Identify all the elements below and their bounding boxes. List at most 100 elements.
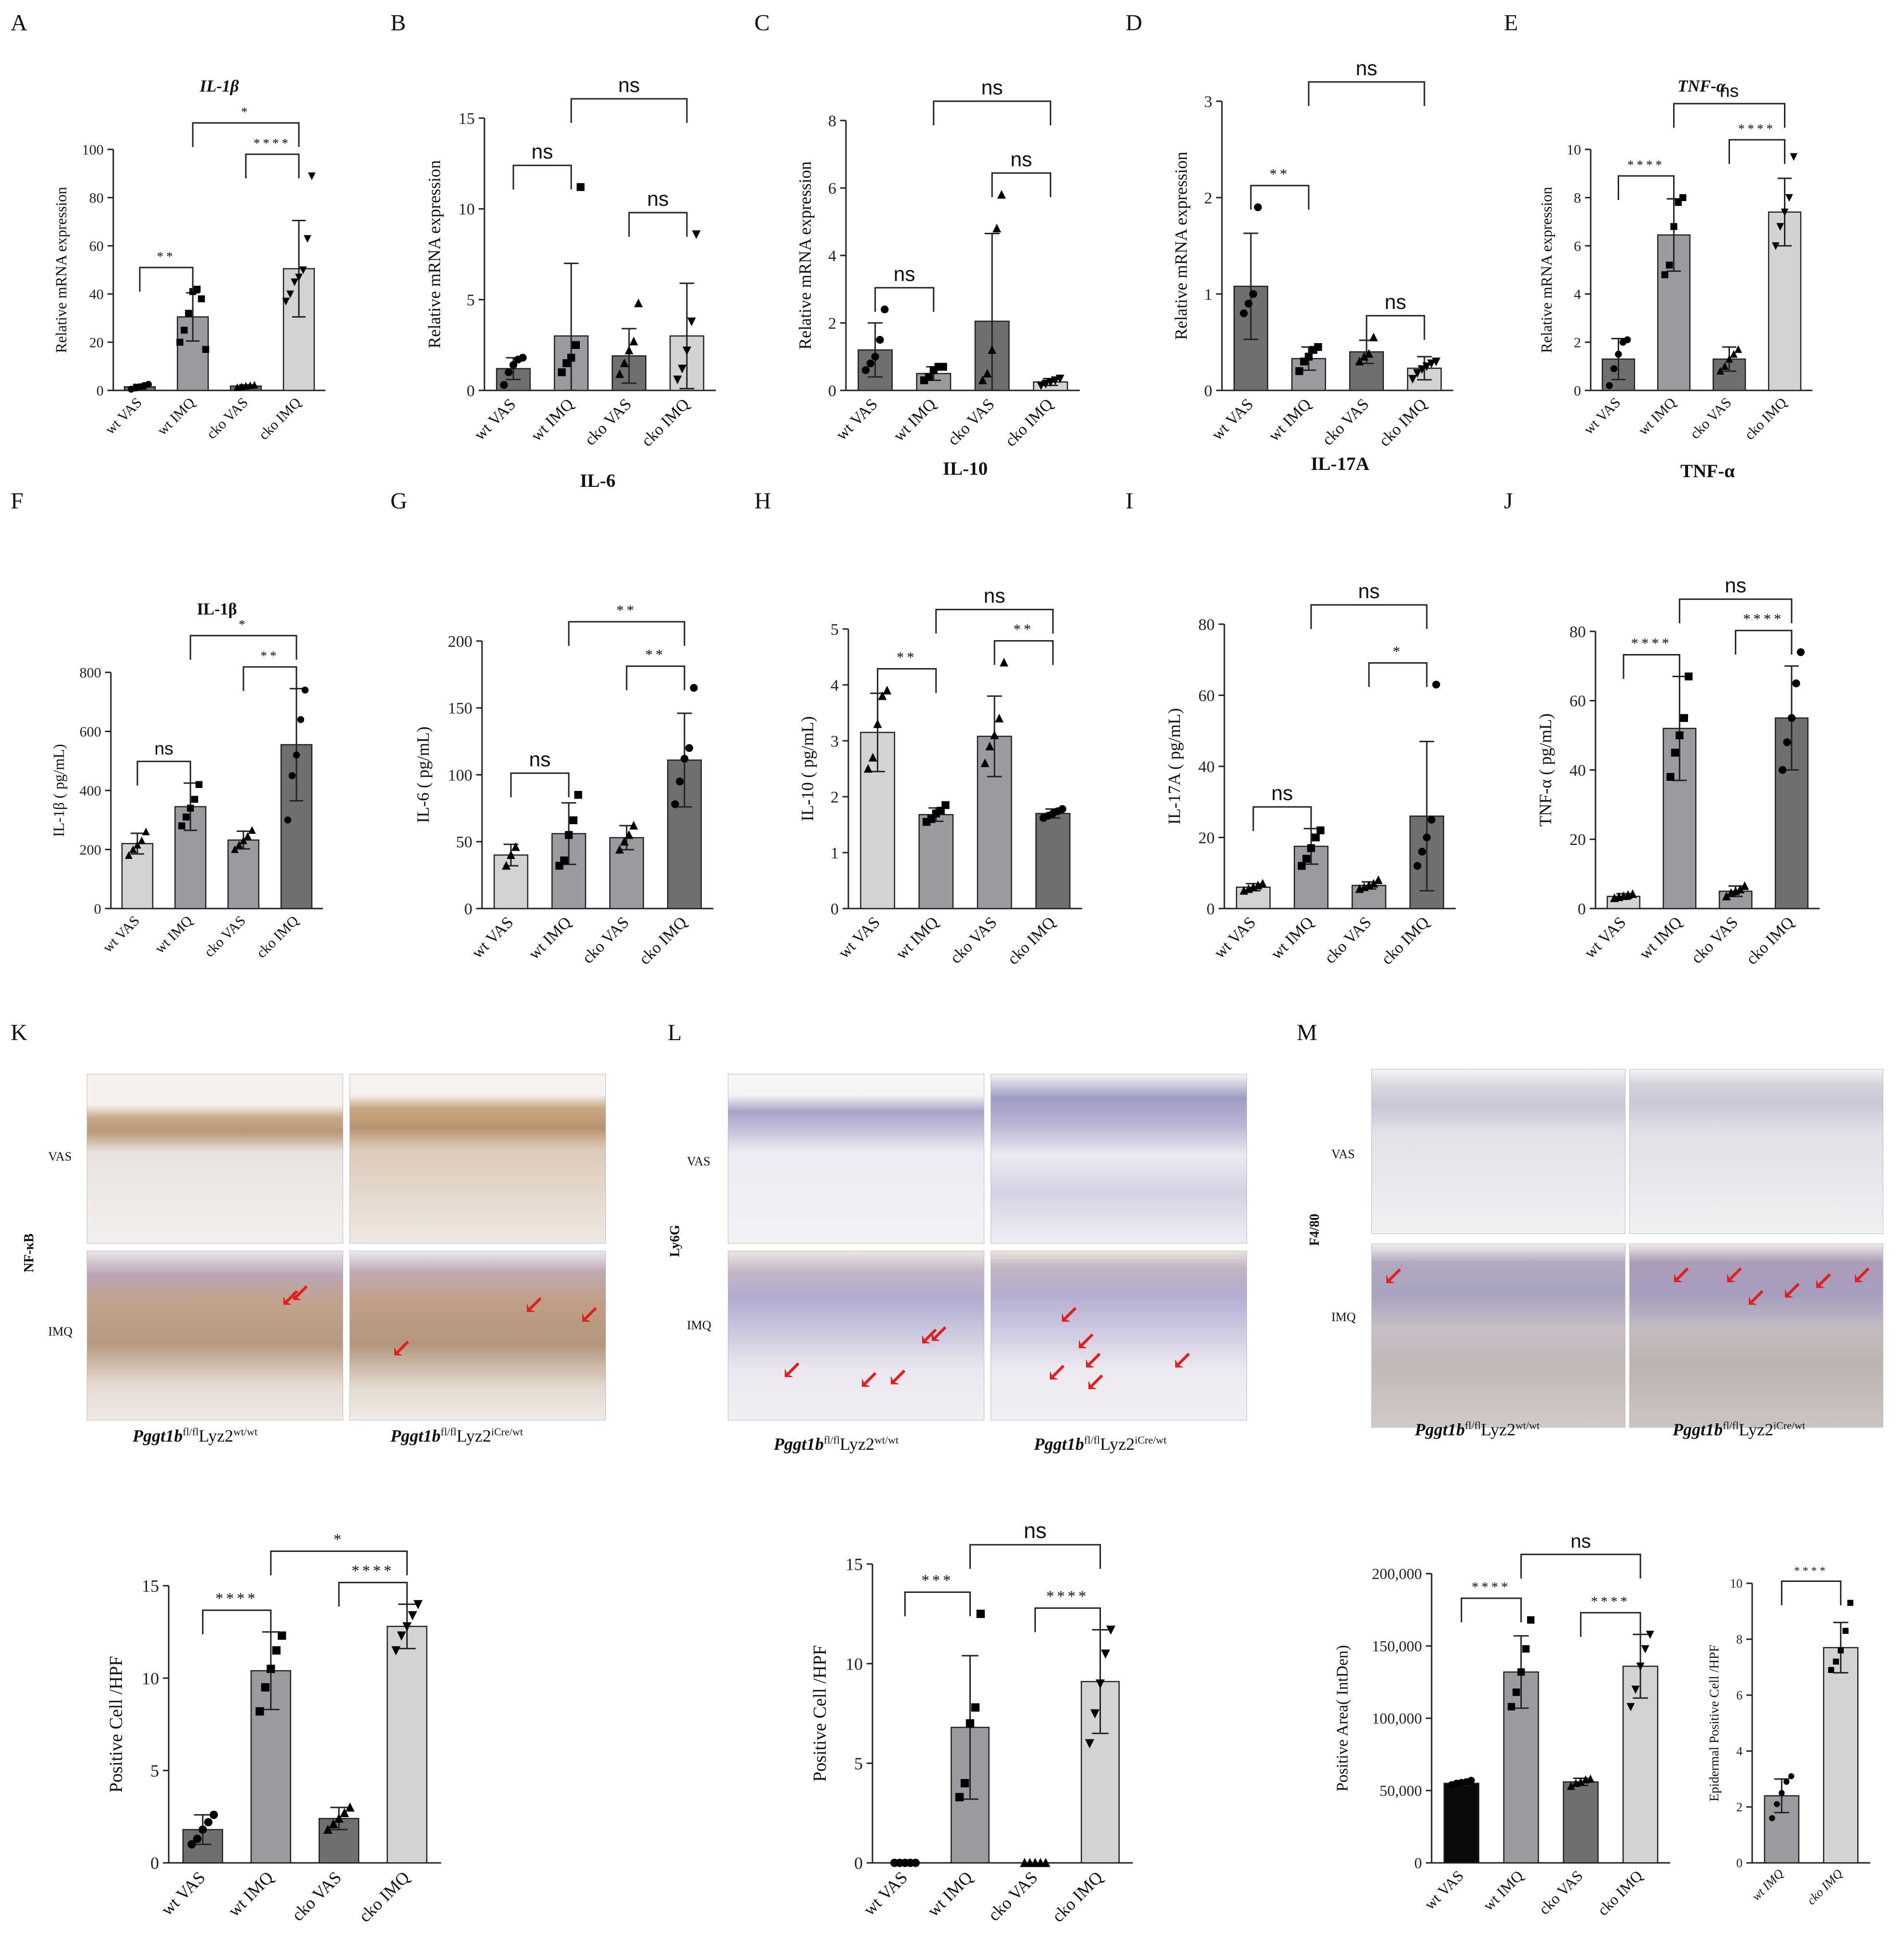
bar bbox=[1663, 728, 1697, 910]
significance-bracket bbox=[626, 665, 685, 691]
significance-bracket bbox=[1618, 175, 1675, 200]
bar bbox=[977, 736, 1012, 910]
significance-bracket bbox=[1673, 103, 1785, 128]
data-point bbox=[1586, 1774, 1595, 1783]
data-point bbox=[1462, 1778, 1470, 1786]
data-point bbox=[295, 273, 303, 281]
bar bbox=[1349, 351, 1384, 391]
data-point bbox=[127, 386, 135, 393]
significance-label: ns bbox=[1570, 1531, 1591, 1552]
data-point bbox=[1783, 738, 1791, 747]
data-point bbox=[563, 359, 571, 367]
data-point bbox=[198, 1825, 207, 1834]
y-tick-label: 20 bbox=[89, 335, 104, 351]
y-tick-label: 2 bbox=[1574, 335, 1581, 351]
y-tick-label: 800 bbox=[80, 665, 101, 681]
data-point bbox=[1785, 194, 1793, 202]
bar bbox=[611, 355, 647, 391]
y-tick-label: 2 bbox=[831, 789, 839, 806]
y-tick-label: 150,000 bbox=[1372, 1637, 1422, 1655]
y-tick-label: 50,000 bbox=[1380, 1782, 1422, 1799]
significance-bracket bbox=[1461, 1597, 1522, 1622]
data-point bbox=[1842, 1628, 1849, 1634]
y-tick-label: 400 bbox=[80, 783, 101, 799]
genotype-label-wt: Pggt1bfl/flLyz2wt/wt bbox=[774, 1434, 899, 1454]
ihc-image-f480-cko-imq bbox=[1629, 1244, 1883, 1428]
data-point bbox=[1095, 1679, 1105, 1689]
data-point bbox=[895, 1859, 904, 1867]
data-point bbox=[1316, 826, 1325, 834]
data-point bbox=[1797, 648, 1805, 656]
significance-label: ns bbox=[618, 74, 640, 97]
significance-bracket bbox=[1252, 806, 1312, 831]
y-tick-label: 0 bbox=[854, 1854, 863, 1873]
bar bbox=[1081, 1681, 1120, 1864]
data-point bbox=[1453, 1779, 1461, 1787]
x-tick-label: cko IMQ bbox=[255, 394, 304, 443]
x-tick-label: cko VAS bbox=[1687, 395, 1735, 442]
y-axis-label: Positive Cell /HPF bbox=[810, 1645, 830, 1782]
significance-bracket bbox=[189, 635, 297, 660]
data-point bbox=[937, 806, 945, 815]
chart-title: TNF-α bbox=[1677, 77, 1726, 95]
data-point bbox=[1413, 862, 1421, 870]
data-point bbox=[1025, 1858, 1035, 1867]
data-point bbox=[1100, 1649, 1110, 1659]
y-axis-label: Relative mRNA expression bbox=[425, 160, 444, 348]
data-point bbox=[873, 719, 882, 728]
ihc-image-nfkb-cko-imq bbox=[349, 1251, 606, 1420]
significance-bracket bbox=[1580, 1612, 1641, 1637]
data-point bbox=[1239, 886, 1248, 895]
data-point bbox=[238, 382, 245, 390]
data-point bbox=[1606, 382, 1613, 389]
data-point bbox=[507, 850, 515, 859]
data-point bbox=[297, 716, 305, 723]
data-point bbox=[138, 836, 146, 844]
data-point bbox=[1670, 223, 1677, 230]
data-point bbox=[391, 1646, 401, 1656]
panel-letter-e: E bbox=[1504, 10, 1518, 36]
data-point bbox=[1355, 357, 1364, 366]
y-tick-label: 0 bbox=[150, 1854, 159, 1873]
data-point bbox=[1418, 847, 1426, 856]
bar bbox=[1032, 381, 1068, 391]
data-point bbox=[1432, 681, 1440, 689]
ihc-image-f480-wt-imq bbox=[1371, 1244, 1625, 1428]
significance-label: **** bbox=[1046, 1588, 1089, 1605]
y-tick-label: 10 bbox=[1567, 142, 1581, 158]
bar bbox=[1233, 285, 1269, 391]
red-arrow-icon: ↙ bbox=[1082, 1346, 1104, 1375]
data-point bbox=[267, 1664, 275, 1673]
data-point bbox=[1774, 1801, 1780, 1807]
data-point bbox=[1619, 338, 1627, 346]
y-tick-label: 80 bbox=[1198, 616, 1215, 634]
data-point bbox=[1623, 890, 1633, 899]
significance-label: ns bbox=[154, 738, 174, 759]
x-tick-label: wt IMQ bbox=[154, 394, 198, 438]
data-point bbox=[198, 295, 205, 303]
data-point bbox=[620, 358, 629, 367]
data-point bbox=[286, 290, 295, 298]
significance-bracket bbox=[570, 98, 688, 123]
significance-label: **** bbox=[1472, 1579, 1511, 1595]
panel-letter-a: A bbox=[11, 10, 27, 36]
x-tick-label: wt IMQ bbox=[152, 912, 196, 956]
data-point bbox=[1727, 888, 1736, 897]
ihc-image-ly6g-wt-vas bbox=[728, 1074, 984, 1244]
data-point bbox=[1051, 376, 1060, 385]
significance-bracket bbox=[904, 1591, 971, 1617]
panel-letter-d: D bbox=[1126, 10, 1142, 36]
data-point bbox=[1631, 1685, 1640, 1694]
data-point bbox=[1661, 271, 1669, 279]
red-arrow-icon: ↙ bbox=[918, 1322, 940, 1351]
x-tick-label: cko VAS bbox=[984, 1868, 1042, 1925]
significance-label: **** bbox=[1627, 158, 1665, 172]
x-tick-label: wt VAS bbox=[102, 395, 145, 438]
data-point bbox=[193, 285, 201, 293]
panel-letter-j: J bbox=[1504, 488, 1513, 514]
data-point bbox=[1467, 1777, 1475, 1784]
data-point bbox=[1787, 714, 1796, 722]
data-point bbox=[193, 1834, 201, 1843]
